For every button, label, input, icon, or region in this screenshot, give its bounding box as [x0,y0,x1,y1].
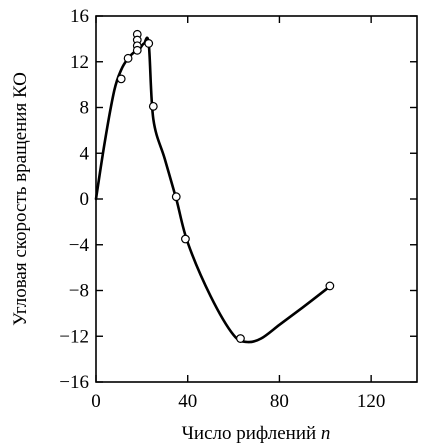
data-point [132,45,142,55]
data-point [325,281,335,291]
data-curve [94,36,329,344]
x-tick-label: 40 [178,391,197,412]
data-points [116,29,335,343]
data-point [171,192,181,202]
x-axis-label: Число рифлений n [182,423,331,444]
data-point [116,74,126,84]
y-tick-label: −16 [59,372,89,393]
ticks [95,15,417,383]
x-axis-label-text: Число рифлений [182,423,321,444]
y-tick-label: 4 [80,143,90,164]
x-axis-label-var: n [321,423,331,444]
y-tick-label: −4 [69,235,90,256]
y-tick-label: −12 [59,326,89,347]
plot-frame [95,15,418,383]
data-point [144,39,154,48]
x-tick-label: 80 [270,391,289,412]
data-point [148,101,158,111]
y-tick-label: 8 [80,98,90,119]
y-tick-label: 16 [70,6,89,27]
data-point [181,234,190,244]
data-point [123,53,133,63]
y-tick-label: −8 [69,281,89,302]
y-tick-label: 0 [80,189,90,210]
x-tick-label: 120 [357,391,386,412]
tick-labels: 0 40 80 120 −16 −12 −8 −4 0 4 8 12 16 [59,6,385,412]
y-tick-label: 12 [70,52,89,73]
x-tick-label: 0 [91,391,101,412]
data-point [236,334,245,343]
y-axis-label: Угловая скорость вращения КО [10,72,31,326]
